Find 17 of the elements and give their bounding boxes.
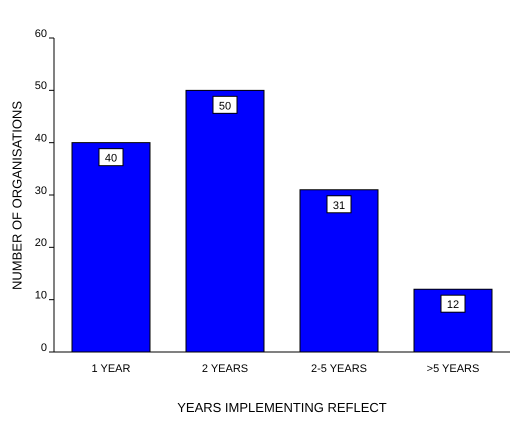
data-label: 50 (218, 100, 232, 112)
x-axis-title: YEARS IMPLEMENTING REFLECT (177, 400, 387, 415)
x-tick-label: 2 YEARS (202, 362, 248, 375)
y-tick-label: 0 (40, 342, 47, 354)
data-label: 31 (332, 200, 346, 212)
y-tick-label: 20 (34, 237, 47, 250)
data-label: 40 (104, 152, 118, 165)
y-axis-title: NUMBER OF ORGANISATIONS (10, 100, 25, 290)
y-tick-label: 50 (34, 80, 47, 92)
y-tick-label: 10 (34, 290, 47, 302)
x-tick-label: 2-5 YEARS (310, 362, 368, 375)
y-tick-label: 60 (34, 28, 47, 40)
y-tick-label: 30 (34, 184, 47, 197)
x-tick-label: >5 YEARS (426, 362, 480, 375)
x-tick-label: 1 YEAR (92, 362, 131, 375)
data-label: 12 (446, 299, 460, 312)
y-tick-label: 40 (34, 132, 47, 145)
